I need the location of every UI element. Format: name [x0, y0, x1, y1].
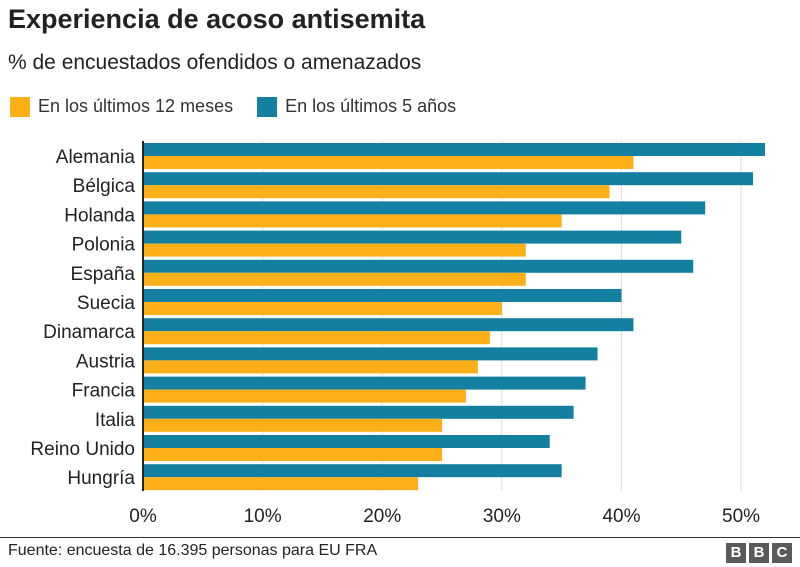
bar-12-months — [143, 360, 478, 374]
category-label: Suecia — [77, 293, 136, 314]
logo-letter: C — [772, 543, 792, 563]
bar-5-years — [143, 172, 754, 186]
bar-5-years — [143, 201, 706, 215]
legend: En los últimos 12 meses En los últimos 5… — [10, 96, 480, 117]
bar-5-years — [143, 143, 765, 156]
bar-5-years — [143, 435, 550, 448]
category-label: Alemania — [56, 147, 136, 168]
bar-12-months — [143, 243, 526, 257]
category-label: Italia — [95, 410, 136, 431]
bar-12-months — [143, 331, 490, 345]
bar-12-months — [143, 302, 502, 315]
bar-5-years — [143, 259, 694, 273]
bar-5-years — [143, 464, 562, 478]
bar-12-months — [143, 418, 443, 432]
bar-5-years — [143, 230, 682, 244]
x-tick-label: 10% — [244, 506, 282, 527]
source-note: Fuente: encuesta de 16.395 personas para… — [8, 542, 378, 559]
x-tick-label: 0% — [129, 506, 157, 527]
x-tick-label: 30% — [483, 506, 521, 527]
bar-12-months — [143, 448, 443, 461]
category-label: Polonia — [72, 235, 136, 256]
chart-title: Experiencia de acoso antisemita — [8, 4, 426, 34]
bar-5-years — [143, 376, 586, 390]
bar-12-months — [143, 389, 466, 403]
logo-letter: B — [726, 543, 746, 563]
bar-5-years — [143, 347, 598, 361]
category-label: Reino Unido — [30, 439, 135, 460]
x-tick-label: 50% — [722, 506, 760, 527]
category-label: Francia — [72, 381, 136, 402]
bar-12-months — [143, 214, 562, 228]
category-label: Dinamarca — [43, 322, 135, 343]
legend-swatch-5-years — [257, 96, 278, 117]
legend-label-5-years: En los últimos 5 años — [285, 96, 457, 116]
bar-12-months — [143, 272, 526, 286]
chart-subtitle: % de encuestados ofendidos o amenazados — [8, 51, 422, 74]
category-label: Austria — [76, 351, 136, 372]
bar-5-years — [143, 289, 622, 302]
logo-letter: B — [749, 543, 769, 563]
category-label: Bélgica — [73, 176, 136, 197]
bar-5-years — [143, 318, 634, 332]
bar-5-years — [143, 405, 574, 419]
category-label: Hungría — [67, 468, 135, 489]
bar-12-months — [143, 156, 634, 169]
legend-swatch-12-months — [10, 96, 30, 117]
legend-item-12-months: En los últimos 12 meses — [10, 96, 233, 117]
bar-12-months — [143, 477, 419, 491]
legend-label-12-months: En los últimos 12 meses — [38, 96, 234, 116]
legend-item-5-years: En los últimos 5 años — [257, 96, 456, 117]
x-tick-label: 20% — [363, 506, 401, 527]
bar-12-months — [143, 185, 610, 199]
footer-divider — [0, 537, 800, 538]
bbc-logo: B B C — [726, 543, 792, 563]
x-tick-label: 40% — [602, 506, 640, 527]
category-label: España — [71, 264, 136, 285]
category-label: Holanda — [64, 205, 135, 226]
